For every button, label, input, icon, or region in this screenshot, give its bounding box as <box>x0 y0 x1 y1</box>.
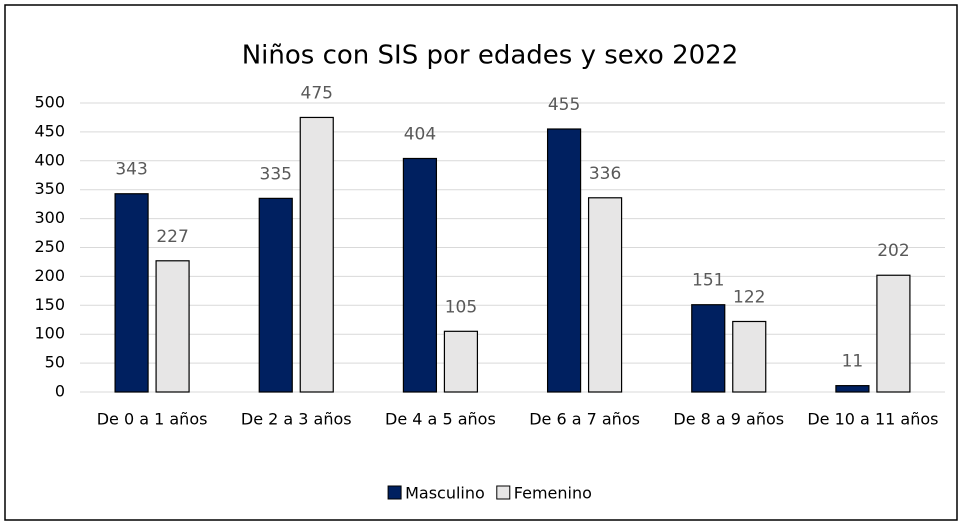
x-tick-label: De 4 a 5 años <box>385 410 496 429</box>
y-tick-label: 100 <box>34 324 65 343</box>
data-label: 455 <box>548 95 580 115</box>
bar <box>258 197 293 393</box>
legend-swatch <box>496 485 511 500</box>
data-label: 404 <box>404 124 436 144</box>
bar <box>835 385 870 393</box>
y-tick-label: 350 <box>34 179 65 198</box>
x-tick-label: De 2 a 3 años <box>241 410 352 429</box>
bar <box>443 330 479 393</box>
x-tick-label: De 10 a 11 años <box>807 410 938 429</box>
data-label: 336 <box>589 164 621 184</box>
y-tick-label: 300 <box>34 208 65 227</box>
y-tick-label: 500 <box>34 93 65 112</box>
bar <box>402 157 438 393</box>
y-tick-label: 250 <box>34 237 65 256</box>
legend-swatch <box>387 485 402 500</box>
bar <box>114 193 149 393</box>
bar <box>546 128 582 393</box>
data-label: 122 <box>733 287 765 307</box>
bar <box>155 260 190 393</box>
x-tick-label: De 0 a 1 años <box>97 410 208 429</box>
data-label: 335 <box>260 164 292 184</box>
bar <box>732 320 767 393</box>
bar <box>691 304 726 393</box>
data-label: 227 <box>156 227 188 247</box>
y-tick-label: 450 <box>34 121 65 140</box>
x-tick-label: De 8 a 9 años <box>673 410 784 429</box>
chart-title: Niños con SIS por edades y sexo 2022 <box>242 41 739 71</box>
bar <box>299 116 334 393</box>
legend-label: Masculino <box>405 484 485 503</box>
y-tick-label: 400 <box>34 150 65 169</box>
data-label: 202 <box>877 241 909 261</box>
y-tick-label: 200 <box>34 266 65 285</box>
legend-label: Femenino <box>514 484 592 503</box>
x-tick-label: De 6 a 7 años <box>529 410 640 429</box>
bar <box>587 197 623 393</box>
data-label: 105 <box>445 297 477 317</box>
data-label: 475 <box>301 83 333 103</box>
bar <box>876 274 911 393</box>
y-tick-label: 50 <box>45 353 65 372</box>
y-tick-label: 0 <box>55 382 65 401</box>
data-label: 11 <box>842 352 864 372</box>
data-label: 151 <box>692 271 724 291</box>
y-tick-label: 150 <box>34 295 65 314</box>
data-label: 343 <box>115 160 147 180</box>
